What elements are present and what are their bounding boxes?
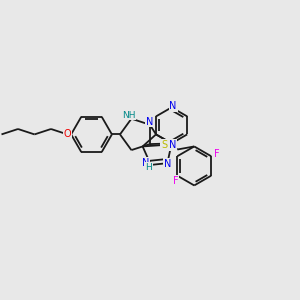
Text: F: F <box>173 176 179 186</box>
Text: H: H <box>145 163 152 172</box>
Text: NH: NH <box>122 111 136 120</box>
Text: F: F <box>214 149 219 159</box>
Text: N: N <box>164 159 171 169</box>
Text: N: N <box>142 158 149 168</box>
Text: O: O <box>64 129 71 140</box>
Text: N: N <box>169 101 177 111</box>
Text: S: S <box>161 140 167 150</box>
Text: N: N <box>169 140 176 150</box>
Text: N: N <box>146 117 154 127</box>
